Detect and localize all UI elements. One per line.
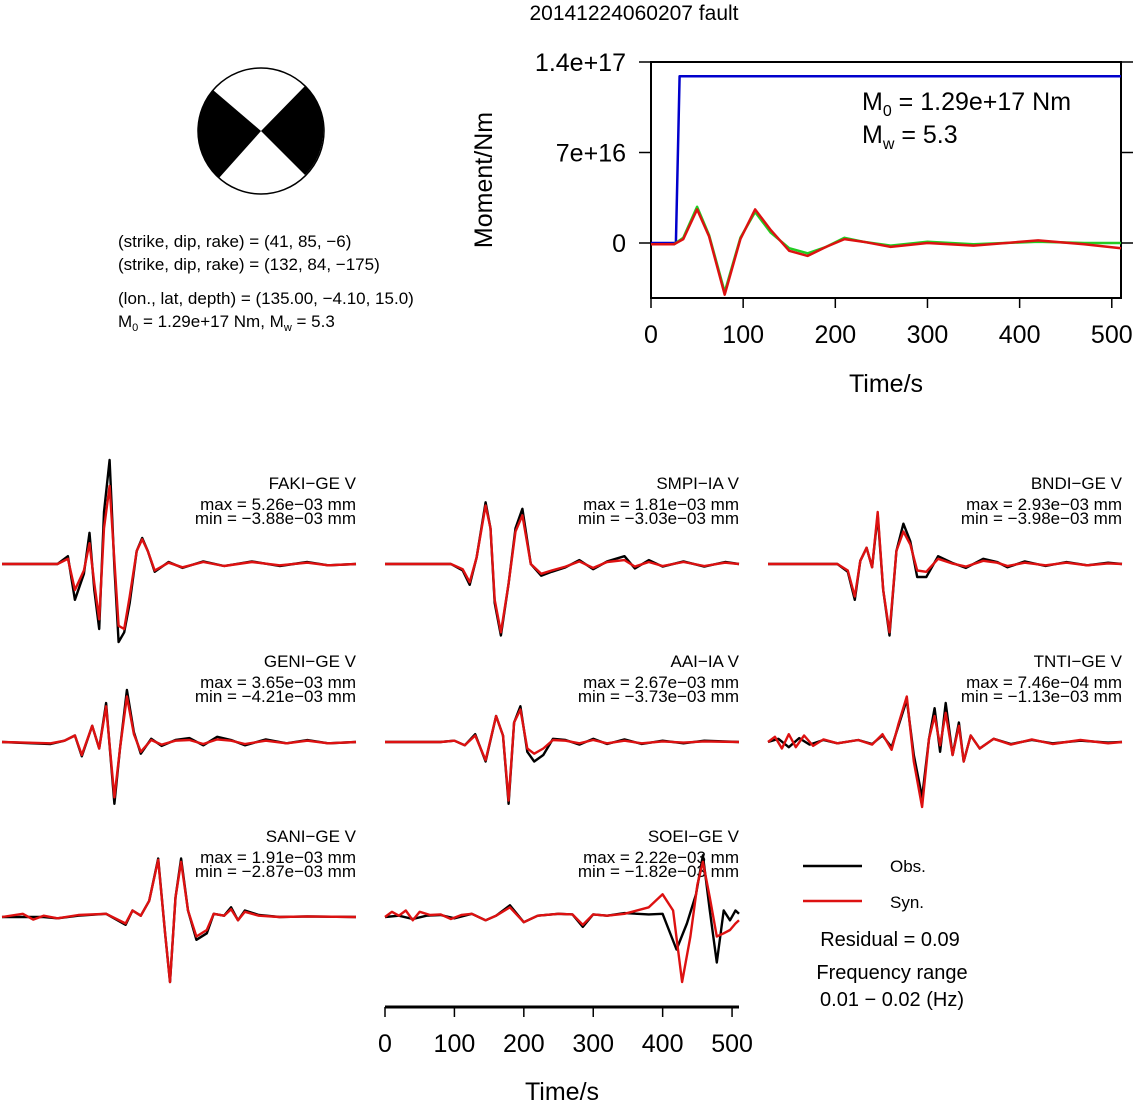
station-max: max = 5.26e−03 mm — [200, 495, 356, 514]
legend-frequency-value: 0.01 − 0.02 (Hz) — [820, 989, 964, 1011]
moment-x-tick-label: 500 — [1091, 321, 1133, 349]
trace-syn — [1, 695, 357, 799]
station-min: min = −2.87e−03 mm — [195, 862, 356, 881]
station-min: min = −1.13e−03 mm — [961, 687, 1122, 706]
trace-syn — [385, 504, 740, 634]
bottom-x-tick-label: 100 — [434, 1030, 476, 1058]
bottom-x-tick-label: 500 — [711, 1030, 753, 1058]
trace-syn — [1, 858, 357, 984]
beachball — [197, 67, 325, 195]
beachball-quadrant-left — [197, 90, 261, 178]
legend-frequency-label: Frequency range — [816, 962, 967, 984]
beachball-quadrant-right — [261, 86, 324, 175]
trace-obs — [1, 688, 357, 805]
bottom-xlabel: Time/s — [525, 1078, 599, 1103]
station-max: max = 1.91e−03 mm — [200, 848, 356, 867]
station-label: BNDI−GE V — [1031, 474, 1123, 493]
moment-x-tick-label: 200 — [814, 321, 856, 349]
trace-syn — [385, 708, 740, 802]
station-max: max = 2.93e−03 mm — [966, 495, 1122, 514]
legend-syn-label: Syn. — [890, 893, 924, 912]
station-label: SMPI−IA V — [656, 474, 739, 493]
bottom-x-tick-label: 300 — [572, 1030, 614, 1058]
focal-line-4: M0 = 1.29e+17 Nm, Mw = 5.3 — [118, 312, 335, 334]
moment-m0-annotation: M0 = 1.29e+17 Nm — [862, 88, 1071, 120]
station-max: max = 7.46e−04 mm — [966, 673, 1122, 692]
bottom-x-tick-label: 200 — [503, 1030, 545, 1058]
moment-x-tick-label: 0 — [644, 321, 658, 349]
trace-syn — [2, 484, 357, 631]
bottom-x-tick-label: 0 — [378, 1030, 392, 1058]
trace-syn — [384, 860, 740, 984]
trace-syn — [767, 695, 1123, 809]
station-max: max = 2.22e−03 mm — [583, 848, 739, 867]
moment-y-tick-label: 7e+16 — [556, 140, 626, 168]
moment-x-tick-label: 400 — [999, 321, 1041, 349]
moment-series-blue — [651, 74, 1121, 245]
moment-x-tick-label: 300 — [907, 321, 949, 349]
station-min: min = −3.88e−03 mm — [195, 509, 356, 528]
station-min: min = −3.73e−03 mm — [578, 687, 739, 706]
focal-line-1: (strike, dip, rake) = (41, 85, −6) — [118, 232, 351, 251]
bottom-time-axis: 0 100 200 300 400 500 — [378, 1005, 753, 1058]
station-max: max = 2.67e−03 mm — [583, 673, 739, 692]
moment-y-tick-label: 1.4e+17 — [535, 49, 626, 77]
station-max: max = 1.81e−03 mm — [583, 495, 739, 514]
station-label: SOEI−GE V — [648, 827, 740, 846]
station-label: AAI−IA V — [670, 652, 739, 671]
station-label: SANI−GE V — [266, 827, 357, 846]
station-label: TNTI−GE V — [1034, 652, 1123, 671]
legend-obs-label: Obs. — [890, 857, 926, 876]
legend: Obs. Syn. Residual = 0.09 Frequency rang… — [803, 857, 968, 1011]
focal-line-2: (strike, dip, rake) = (132, 84, −175) — [118, 255, 380, 274]
station-label: GENI−GE V — [264, 652, 357, 671]
station-min: min = −1.82e−03 mm — [578, 862, 739, 881]
station-max: max = 3.65e−03 mm — [200, 673, 356, 692]
trace-syn — [768, 510, 1123, 634]
legend-residual: Residual = 0.09 — [820, 929, 960, 951]
moment-series-red — [651, 208, 1122, 296]
moment-plot-frame — [650, 61, 1122, 299]
trace-obs — [385, 705, 740, 805]
station-min: min = −4.21e−03 mm — [195, 687, 356, 706]
moment-y-tick-label: 0 — [612, 230, 626, 258]
station-min: min = −3.03e−03 mm — [578, 509, 739, 528]
moment-mw-annotation: Mw = 5.3 — [862, 121, 958, 153]
trace-obs — [768, 514, 1123, 637]
moment-ylabel: Moment/Nm — [470, 112, 498, 248]
moment-xlabel: Time/s — [849, 370, 923, 398]
station-min: min = −3.98e−03 mm — [961, 509, 1122, 528]
moment-x-tick-label: 100 — [722, 321, 764, 349]
focal-line-3: (lon., lat, depth) = (135.00, −4.10, 15.… — [118, 289, 414, 308]
figure-title: 20141224060207 fault — [529, 2, 738, 25]
bottom-x-tick-label: 400 — [642, 1030, 684, 1058]
station-label: FAKI−GE V — [269, 474, 357, 493]
